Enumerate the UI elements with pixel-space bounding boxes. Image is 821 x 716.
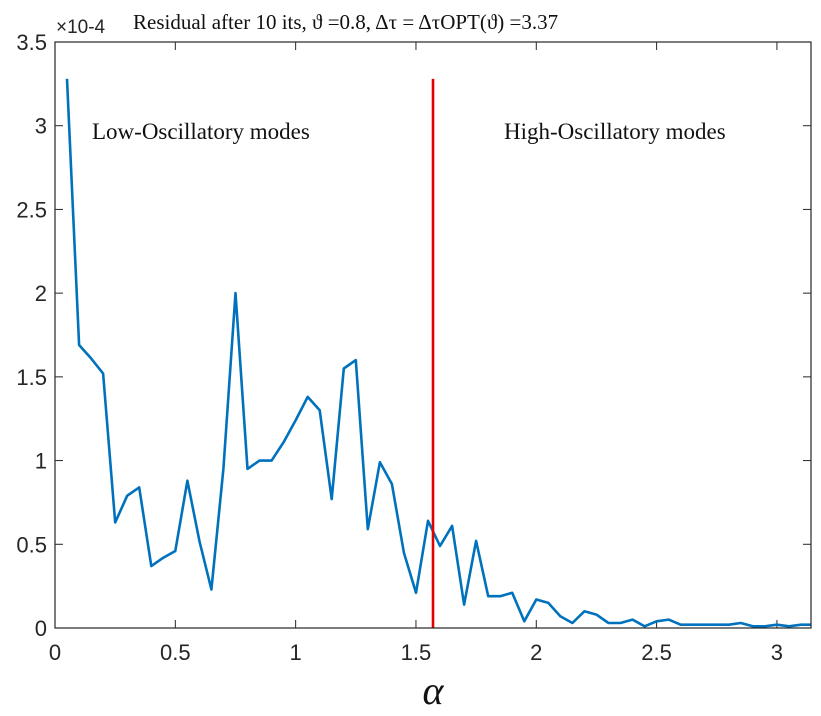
annotation-low-oscillatory: Low-Oscillatory modes	[92, 119, 310, 144]
y-tick-label: 2.5	[16, 197, 47, 222]
x-tick-label: 3	[771, 640, 783, 665]
y-tick-label: 1	[35, 449, 47, 474]
y-tick-label: 1.5	[16, 365, 47, 390]
y-axis-ticks: 0 0.5 1 1.5 2 2.5 3 3.5	[16, 30, 811, 641]
y-tick-label: 0.5	[16, 532, 47, 557]
chart-title: Residual after 10 its, ϑ =0.8, Δτ = ΔτOP…	[133, 10, 558, 34]
series-line-residual	[65, 78, 811, 628]
y-exponent-label: ×10-4	[56, 17, 106, 38]
x-axis-ticks: 0 0.5 1 1.5 2 2.5 3	[49, 42, 783, 665]
y-tick-label: 3	[35, 114, 47, 139]
series-layer	[65, 78, 811, 628]
x-tick-label: 0.5	[160, 640, 191, 665]
x-tick-label: 2.5	[641, 640, 672, 665]
x-axis-label: α	[423, 668, 445, 713]
x-tick-label: 1.5	[401, 640, 432, 665]
axes-box	[54, 41, 812, 629]
y-tick-label: 3.5	[16, 30, 47, 55]
annotation-high-oscillatory: High-Oscillatory modes	[504, 119, 726, 144]
x-tick-label: 2	[530, 640, 542, 665]
x-tick-label: 0	[49, 640, 61, 665]
y-tick-label: 2	[35, 281, 47, 306]
y-tick-label: 0	[35, 616, 47, 641]
x-tick-label: 1	[290, 640, 302, 665]
